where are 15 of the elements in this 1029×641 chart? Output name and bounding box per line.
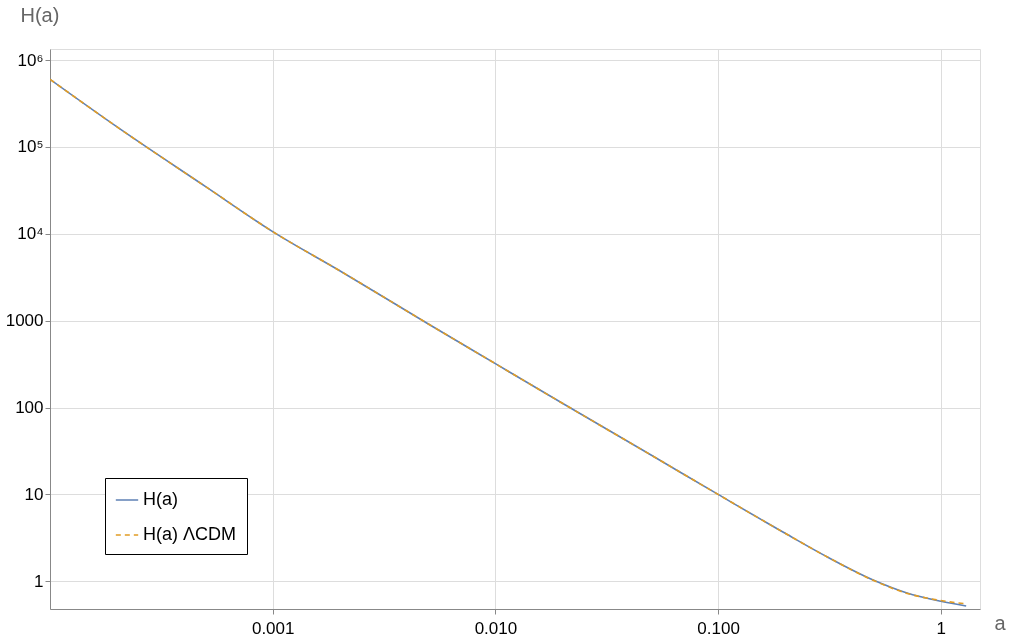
y-tick-label: 10⁴: [17, 224, 44, 244]
x-tick-label: 0.001: [251, 618, 295, 638]
y-axis-title: H(a): [20, 3, 60, 26]
x-axis-title: a: [994, 611, 1007, 634]
y-tick-label: 100: [15, 398, 44, 418]
x-tick-label: 0.010: [474, 618, 518, 638]
legend-label: H(a) ΛCDM: [143, 524, 237, 544]
x-tick-label: 0.100: [697, 618, 740, 638]
y-tick-label: 1000: [5, 311, 44, 331]
y-tick-label: 10⁵: [17, 137, 44, 157]
y-tick-label: 10⁶: [17, 50, 44, 70]
x-tick-label: 1: [936, 618, 947, 638]
legend-label: H(a): [143, 489, 178, 509]
y-tick-label: 1: [34, 571, 44, 591]
y-tick-label: 10: [24, 484, 44, 504]
